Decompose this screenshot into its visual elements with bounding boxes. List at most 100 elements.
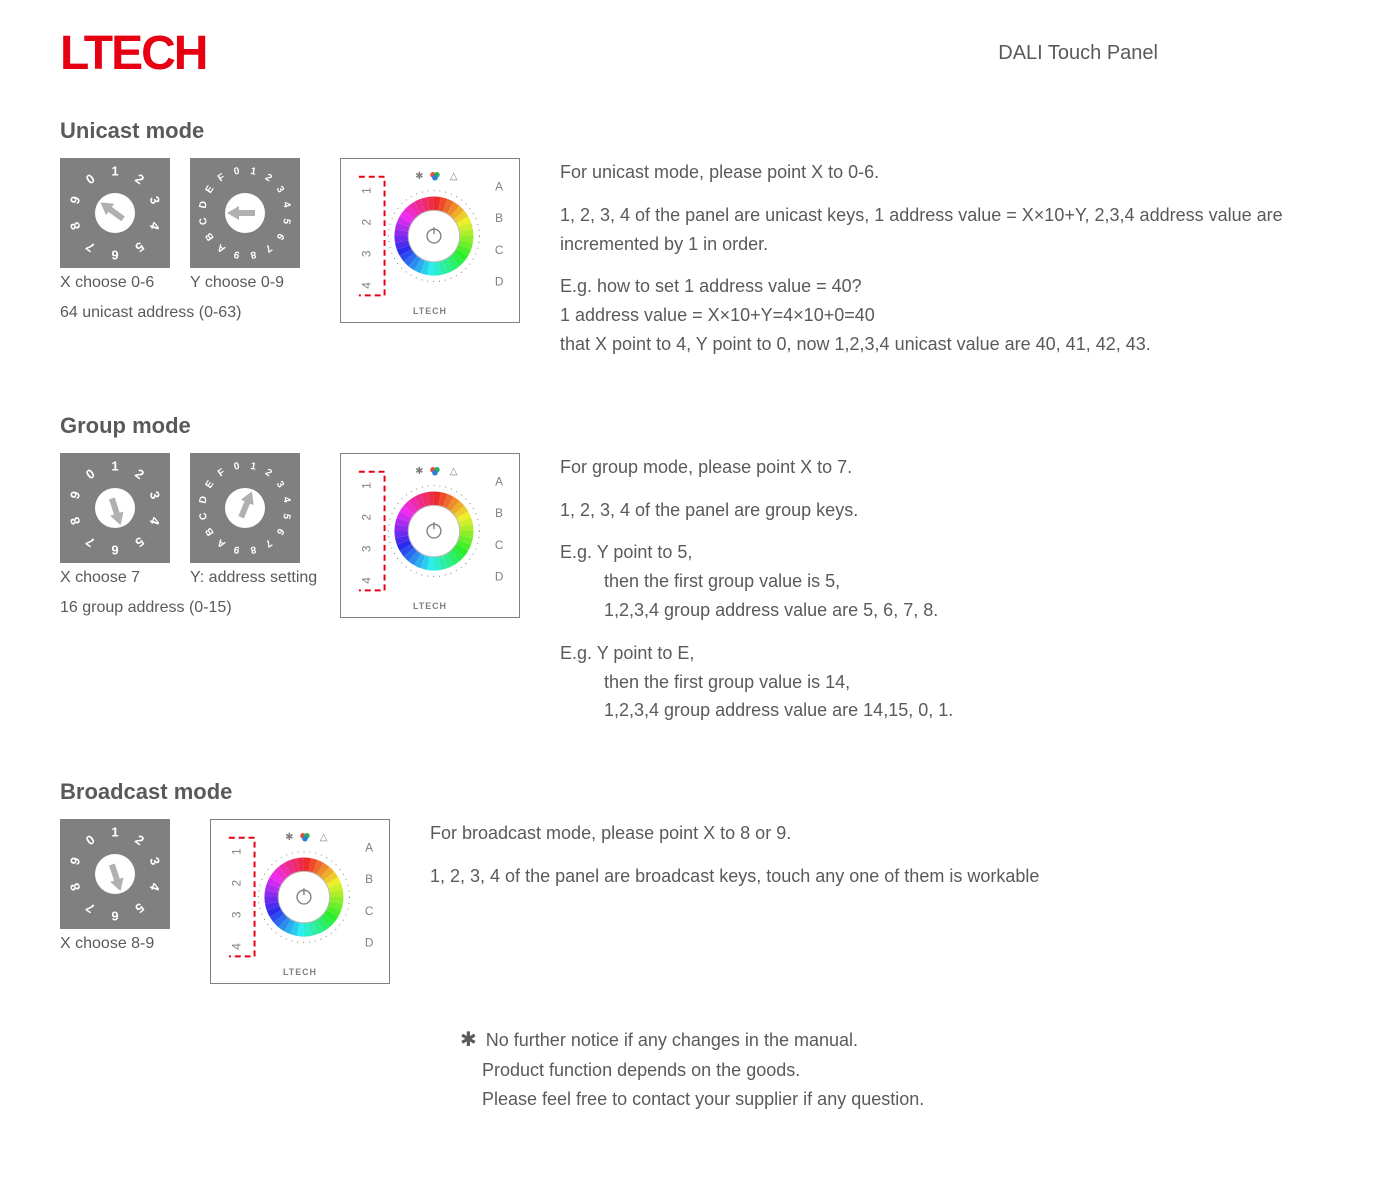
svg-text:LTECH: LTECH [413,601,447,611]
svg-text:1: 1 [249,461,257,473]
svg-text:0: 0 [233,461,241,473]
svg-text:0: 0 [83,171,98,187]
svg-text:✱: ✱ [415,171,423,182]
svg-text:9: 9 [233,248,241,260]
svg-text:2: 2 [230,880,244,887]
svg-text:3: 3 [274,184,286,195]
svg-text:9: 9 [67,855,84,867]
svg-text:3: 3 [360,250,374,257]
desc-line: E.g. Y point to 5, then the first group … [560,538,1338,624]
svg-text:△: △ [450,466,458,477]
svg-text:3: 3 [147,489,164,501]
svg-text:2: 2 [132,171,147,187]
section-group: Group mode 0123456789 X choose 7 0123456… [60,413,1338,739]
svg-text:B: B [365,872,373,886]
desc-line: 1, 2, 3, 4 of the panel are broadcast ke… [430,862,1338,891]
svg-text:1: 1 [111,164,118,179]
desc-line: 1, 2, 3, 4 of the panel are group keys. [560,496,1338,525]
description: For unicast mode, please point X to 0-6.… [560,158,1338,373]
svg-text:7: 7 [83,239,98,255]
svg-text:A: A [216,536,228,549]
dial-y: 0123456789ABCDEF [190,453,300,563]
dial-x: 0123456789 [60,158,170,268]
svg-text:5: 5 [132,534,147,550]
svg-text:D: D [495,569,504,583]
svg-text:△: △ [450,171,458,182]
svg-text:A: A [495,474,503,488]
svg-text:5: 5 [280,512,292,520]
svg-text:A: A [495,180,503,194]
address-range: 64 unicast address (0-63) [60,304,300,322]
section-title: Unicast mode [60,118,1338,144]
svg-text:2: 2 [360,219,374,226]
svg-text:1: 1 [249,166,257,178]
desc-line: E.g. Y point to E, then the first group … [560,639,1338,725]
svg-text:4: 4 [280,201,292,209]
footnote: ✱ No further notice if any changes in th… [460,1024,1338,1114]
svg-text:2: 2 [360,514,374,521]
svg-text:1: 1 [111,825,118,840]
svg-text:4: 4 [230,943,244,950]
svg-text:F: F [216,467,227,480]
svg-text:B: B [203,230,216,242]
svg-text:1: 1 [360,482,374,489]
product-title: DALI Touch Panel [998,42,1158,65]
svg-text:6: 6 [111,909,118,924]
svg-text:✱: ✱ [285,832,293,843]
svg-text:D: D [198,495,210,504]
svg-text:0: 0 [83,466,98,482]
footnote-line: No further notice if any changes in the … [486,1030,858,1050]
svg-text:5: 5 [280,217,292,225]
svg-text:D: D [365,936,374,950]
svg-text:C: C [495,538,504,552]
svg-text:1: 1 [360,187,374,194]
dial-y-caption: Y choose 0-9 [190,274,300,292]
dial-x-caption: X choose 7 [60,569,170,587]
svg-text:6: 6 [111,542,118,557]
svg-text:✱: ✱ [415,466,423,477]
section-broadcast: Broadcast mode 0123456789 X choose 8-9 1… [60,779,1338,984]
svg-text:C: C [198,511,210,520]
svg-text:LTECH: LTECH [413,306,447,316]
svg-text:A: A [216,241,228,254]
svg-text:4: 4 [146,515,163,527]
svg-text:5: 5 [132,239,147,255]
svg-text:4: 4 [146,220,163,232]
svg-text:9: 9 [67,194,84,206]
svg-text:△: △ [320,832,328,843]
svg-text:7: 7 [263,242,274,254]
svg-text:4: 4 [280,496,292,504]
svg-text:B: B [495,211,503,225]
desc-line: For broadcast mode, please point X to 8 … [430,819,1338,848]
dial-y-caption: Y: address setting [190,569,300,587]
section-unicast: Unicast mode 0123456789 X choose 0-6 012… [60,118,1338,373]
svg-text:3: 3 [147,194,164,206]
svg-text:0: 0 [83,832,98,848]
svg-text:0: 0 [233,166,241,178]
svg-text:7: 7 [263,537,274,549]
description: For group mode, please point X to 7. 1, … [560,453,1338,739]
svg-text:E: E [204,184,217,196]
svg-text:6: 6 [274,526,286,537]
desc-line: For unicast mode, please point X to 0-6. [560,158,1338,187]
section-title: Broadcast mode [60,779,1338,805]
svg-text:5: 5 [132,900,147,916]
dial-x: 0123456789 [60,819,170,929]
svg-text:D: D [198,200,210,209]
dial-x-caption: X choose 8-9 [60,935,170,953]
svg-text:3: 3 [230,911,244,918]
svg-text:8: 8 [67,515,84,527]
svg-text:4: 4 [360,577,374,584]
svg-text:1: 1 [111,458,118,473]
address-range: 16 group address (0-15) [60,599,300,617]
desc-line: E.g. how to set 1 address value = 40? 1 … [560,272,1338,358]
svg-text:7: 7 [83,534,98,550]
svg-text:2: 2 [132,466,147,482]
svg-text:9: 9 [67,489,84,501]
svg-text:D: D [495,274,504,288]
svg-text:F: F [216,172,227,185]
footnote-line: Please feel free to contact your supplie… [460,1085,1338,1114]
svg-text:6: 6 [274,231,286,242]
svg-text:4: 4 [146,881,163,893]
svg-text:7: 7 [83,900,98,916]
